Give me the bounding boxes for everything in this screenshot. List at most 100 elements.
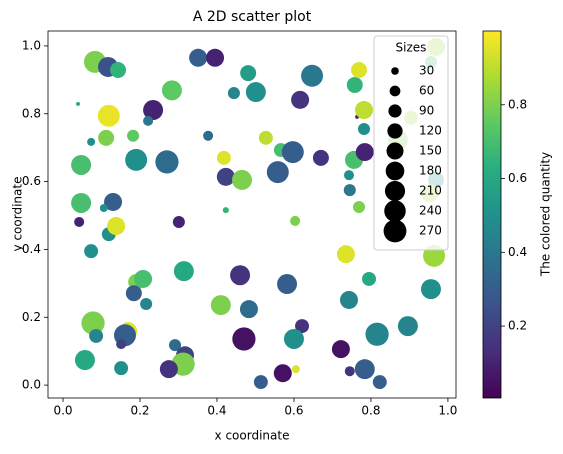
scatter-point <box>239 300 258 319</box>
scatter-point <box>290 215 301 226</box>
scatter-point <box>420 279 441 300</box>
scatter-point <box>89 328 104 343</box>
y-tick-label: 0.6 <box>22 174 41 188</box>
x-tick-label: 0.6 <box>284 404 303 418</box>
legend-marker <box>386 142 404 160</box>
scatter-point <box>355 101 374 120</box>
chart-title: A 2D scatter plot <box>193 9 312 25</box>
legend-marker <box>389 85 401 97</box>
scatter-point <box>97 104 120 127</box>
x-tick-label: 0.8 <box>361 404 380 418</box>
scatter-point <box>232 327 256 351</box>
scatter-point <box>230 265 251 286</box>
scatter-point <box>281 141 304 164</box>
legend-marker <box>384 200 406 222</box>
legend-label: 210 <box>419 184 442 198</box>
x-tick-label: 0.2 <box>130 404 149 418</box>
scatter-point <box>84 244 99 259</box>
scatter-point <box>232 169 252 190</box>
scatter-point <box>312 149 329 166</box>
scatter-point <box>107 217 126 236</box>
scatter-point <box>74 216 85 227</box>
scatter-point <box>127 129 140 142</box>
colorbar-tick-label: 0.2 <box>508 319 527 333</box>
y-tick-label: 0.2 <box>22 310 41 324</box>
scatter-point <box>344 366 355 377</box>
legend-marker <box>391 67 399 75</box>
scatter-point <box>301 64 324 87</box>
scatter-point <box>110 62 127 78</box>
scatter-point <box>355 143 374 162</box>
scatter-point <box>253 375 268 390</box>
x-tick-label: 0.0 <box>53 404 72 418</box>
colorbar-tick-label: 0.6 <box>508 171 527 185</box>
scatter-point <box>365 322 389 346</box>
colorbar-tick-label: 0.4 <box>508 245 527 259</box>
scatter-point <box>87 137 96 146</box>
scatter-point <box>216 150 231 165</box>
scatter-point <box>343 184 356 197</box>
scatter-point <box>351 62 367 78</box>
scatter-point <box>354 359 375 380</box>
scatter-point <box>172 215 185 228</box>
legend-label: 150 <box>419 144 442 158</box>
scatter-point <box>155 150 179 174</box>
y-tick-label: 0.0 <box>22 378 41 392</box>
scatter-point <box>206 48 225 67</box>
legend-marker <box>387 123 403 139</box>
scatter-point <box>125 148 148 171</box>
y-tick-label: 1.0 <box>22 38 41 52</box>
legend-label: 120 <box>419 124 442 138</box>
scatter-point <box>140 298 153 311</box>
scatter-point <box>161 80 182 101</box>
x-axis-label: x coordinate <box>215 429 290 443</box>
scatter-point <box>397 316 418 337</box>
scatter-point <box>143 115 154 126</box>
colorbar-tick-label: 0.8 <box>508 97 527 111</box>
legend-label: 90 <box>419 104 434 118</box>
scatter-point <box>291 90 310 109</box>
scatter-point <box>277 274 298 295</box>
legend-marker <box>385 161 405 181</box>
scatter-point <box>372 375 387 390</box>
scatter-point <box>352 201 366 214</box>
legend-label: 60 <box>419 84 434 98</box>
colorbar-label: The colored quantity <box>539 152 553 277</box>
scatter-point <box>357 123 371 136</box>
scatter-point <box>240 65 257 82</box>
scatter-point <box>169 339 182 352</box>
scatter-point <box>99 204 108 213</box>
scatter-point <box>125 285 142 302</box>
scatter-point <box>283 328 304 349</box>
scatter-point <box>71 154 92 175</box>
scatter-point <box>116 339 127 350</box>
scatter-point <box>210 295 231 316</box>
scatter-point <box>222 207 229 214</box>
legend-label: 180 <box>419 164 442 178</box>
scatter-point <box>76 101 80 106</box>
plot-frame <box>47 30 457 399</box>
scatter-point <box>203 130 214 141</box>
y-tick-label: 0.8 <box>22 106 41 120</box>
scatter-point <box>339 290 358 309</box>
scatter-point <box>343 170 355 181</box>
scatter-point <box>81 311 105 335</box>
legend-title: Sizes <box>396 41 427 55</box>
scatter-point <box>227 87 240 100</box>
scatter-point <box>336 245 355 264</box>
scatter-point <box>291 365 300 374</box>
scatter-point <box>266 161 289 184</box>
legend-marker <box>384 180 406 202</box>
scatter-point <box>143 100 164 121</box>
scatter-point <box>104 192 123 211</box>
scatter-point <box>331 340 350 359</box>
legend-label: 270 <box>419 224 442 238</box>
x-tick-label: 1.0 <box>438 404 457 418</box>
scatter-point <box>173 261 194 282</box>
scatter-point <box>216 167 235 186</box>
legend-marker <box>383 219 407 243</box>
scatter-point <box>71 192 92 213</box>
y-tick-label: 0.4 <box>22 242 41 256</box>
